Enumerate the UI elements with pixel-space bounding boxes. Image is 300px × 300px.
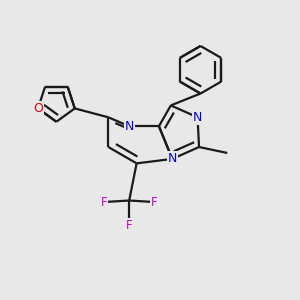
Text: F: F <box>151 196 158 208</box>
Text: O: O <box>33 102 43 115</box>
Text: F: F <box>126 219 133 232</box>
Text: N: N <box>193 111 202 124</box>
Text: N: N <box>124 120 134 133</box>
Text: N: N <box>168 152 177 165</box>
Text: F: F <box>100 196 107 208</box>
